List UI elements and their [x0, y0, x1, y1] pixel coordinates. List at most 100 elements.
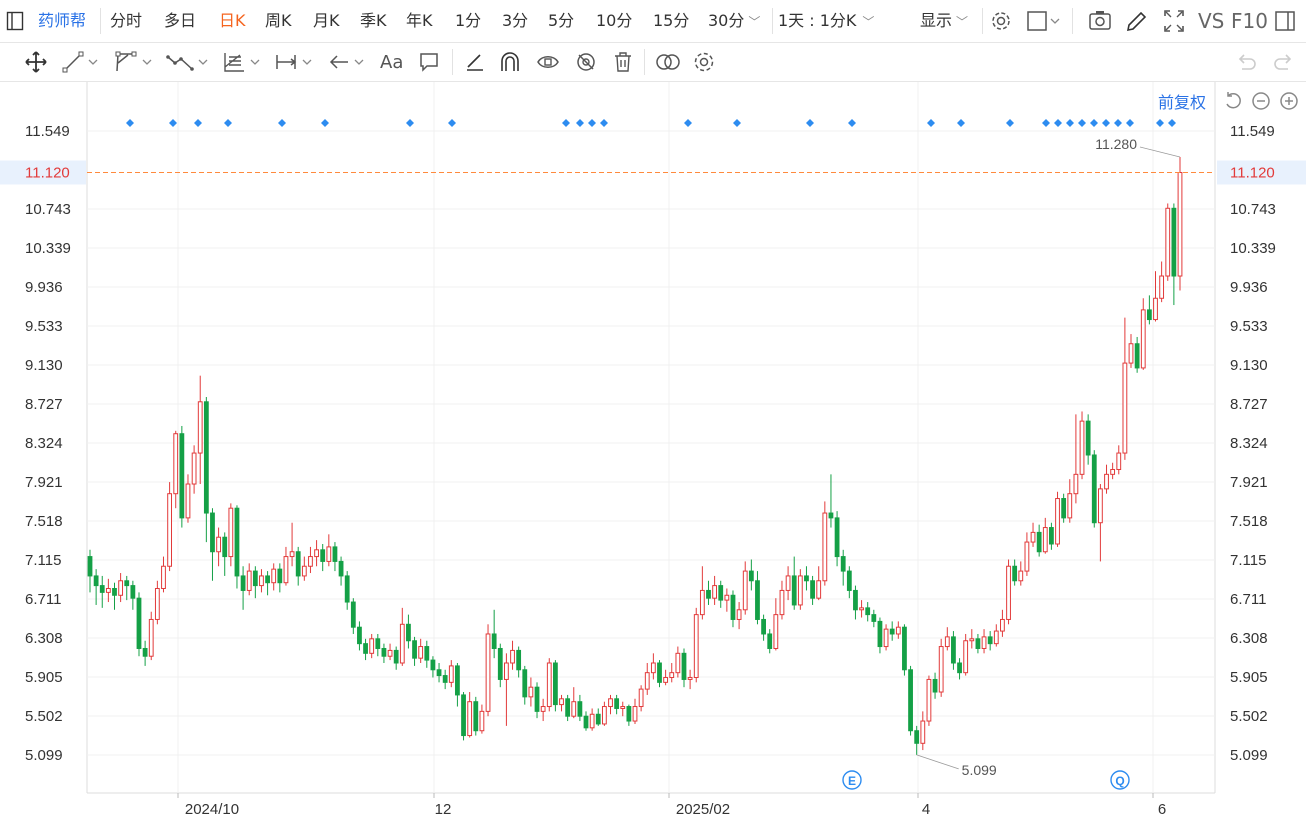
- event-diamond-icon: [321, 119, 329, 127]
- candle: [981, 629, 987, 654]
- kline-chart[interactable]: 11.549 11.549 10.743 10.743 10.339 10.339 9.93…: [0, 82, 1306, 826]
- period-tab[interactable]: 5分: [548, 11, 575, 30]
- x-tick-label: 6: [1158, 801, 1166, 818]
- measure-tool-icon[interactable]: [274, 49, 312, 75]
- candle-body: [822, 512, 828, 582]
- candle: [105, 578, 111, 603]
- candle: [987, 631, 993, 651]
- candle-body: [1018, 570, 1024, 582]
- candle: [301, 556, 307, 581]
- candle-body: [1067, 493, 1073, 519]
- period-tab[interactable]: 10分: [596, 11, 633, 30]
- candle-body: [124, 580, 130, 587]
- period-tab[interactable]: 分时: [110, 11, 143, 30]
- arrow-tool-icon[interactable]: [328, 49, 364, 75]
- text-tool-icon[interactable]: Aa: [380, 51, 404, 73]
- camera-icon[interactable]: [1088, 0, 1112, 42]
- candle-body: [908, 669, 913, 732]
- price-adjust-select[interactable]: 前复权: [1157, 93, 1206, 112]
- candle-body: [1140, 309, 1146, 369]
- hide-drawings-icon[interactable]: [536, 49, 560, 75]
- candle: [461, 692, 466, 741]
- candle: [534, 682, 540, 719]
- period-tab[interactable]: 1分: [455, 11, 482, 30]
- period-tab[interactable]: 年K: [406, 11, 433, 30]
- period-tab[interactable]: 月K: [313, 11, 340, 30]
- candle-body: [154, 588, 160, 620]
- display-menu[interactable]: 显示 ﹀: [920, 0, 968, 42]
- candle: [210, 508, 215, 581]
- candle: [1067, 479, 1073, 523]
- period-tab[interactable]: 多日: [164, 11, 197, 30]
- candle-body: [791, 575, 797, 606]
- candle: [375, 633, 381, 657]
- y-tick-label-right: 5.099: [1230, 747, 1268, 764]
- candle-body: [1122, 362, 1128, 454]
- candle-body: [485, 633, 491, 712]
- settings-icon[interactable]: [692, 49, 716, 75]
- link-icon[interactable]: [654, 49, 682, 75]
- candle-body: [1079, 420, 1085, 475]
- candle-body: [595, 713, 601, 725]
- candle-body: [1110, 469, 1116, 475]
- period-tab[interactable]: 3分: [502, 11, 529, 30]
- cycle-select[interactable]: 1天 : 1分K ﹀: [778, 0, 874, 42]
- zoom-in-icon[interactable]: [1278, 90, 1300, 116]
- candle: [620, 701, 626, 717]
- candle-body: [491, 633, 497, 649]
- candle-body: [350, 601, 356, 628]
- wave-tool-icon[interactable]: [166, 49, 208, 75]
- event-diamond-icon: [1126, 119, 1134, 127]
- sidebar-toggle-icon[interactable]: [1274, 0, 1296, 42]
- panel-toggle-icon[interactable]: [6, 0, 24, 42]
- gear-icon[interactable]: [990, 0, 1012, 42]
- more-period-select[interactable]: 30分 ﹀: [708, 0, 760, 42]
- candle: [148, 611, 154, 661]
- candle-body: [112, 588, 117, 596]
- pencil-icon[interactable]: [1124, 0, 1148, 42]
- candle: [130, 580, 136, 610]
- candle: [228, 503, 234, 567]
- x-tick-label: 12: [435, 801, 452, 818]
- candle: [252, 566, 258, 599]
- period-tab[interactable]: 日K: [219, 11, 246, 30]
- move-icon[interactable]: [24, 49, 48, 75]
- period-tab[interactable]: 15分: [653, 11, 690, 30]
- chevron-down-icon: [142, 59, 152, 65]
- stock-name[interactable]: 药师帮: [38, 11, 87, 30]
- period-tab[interactable]: 周K: [265, 11, 292, 30]
- more-period-label: 30分: [708, 11, 745, 30]
- delete-icon[interactable]: [612, 49, 634, 75]
- event-diamond-icon: [733, 119, 741, 127]
- channel-tool-icon[interactable]: [114, 49, 152, 75]
- line-tool-icon[interactable]: [62, 49, 98, 75]
- undo-icon[interactable]: [1234, 49, 1258, 75]
- candle-body: [197, 401, 203, 454]
- vs-button[interactable]: VS: [1198, 9, 1225, 33]
- fullscreen-icon[interactable]: [1162, 0, 1186, 42]
- candle: [197, 375, 203, 485]
- fib-tool-icon[interactable]: [222, 49, 260, 75]
- event-marker-icon[interactable]: Q: [1110, 770, 1130, 790]
- y-tick-label-left: 6.308: [25, 630, 63, 647]
- candle-body: [626, 706, 632, 722]
- candle-body: [179, 433, 185, 519]
- candle: [853, 585, 858, 620]
- candle: [889, 621, 895, 641]
- hide-eye-icon[interactable]: [574, 49, 598, 75]
- event-marker-icon[interactable]: E: [842, 770, 862, 790]
- f10-button[interactable]: F10: [1231, 9, 1268, 33]
- candle-body: [467, 701, 473, 737]
- layout-select[interactable]: [1026, 0, 1062, 42]
- magnet-icon[interactable]: [498, 49, 522, 75]
- period-tab[interactable]: 季K: [360, 11, 387, 30]
- candle: [773, 598, 779, 651]
- candle-body: [1165, 207, 1171, 277]
- redo-icon[interactable]: [1272, 49, 1296, 75]
- comment-tool-icon[interactable]: [418, 49, 440, 75]
- reset-icon[interactable]: [1222, 90, 1244, 116]
- pen-tool-icon[interactable]: [464, 49, 486, 75]
- candle-body: [93, 575, 99, 587]
- zoom-out-icon[interactable]: [1250, 90, 1272, 116]
- candle-body: [442, 675, 448, 683]
